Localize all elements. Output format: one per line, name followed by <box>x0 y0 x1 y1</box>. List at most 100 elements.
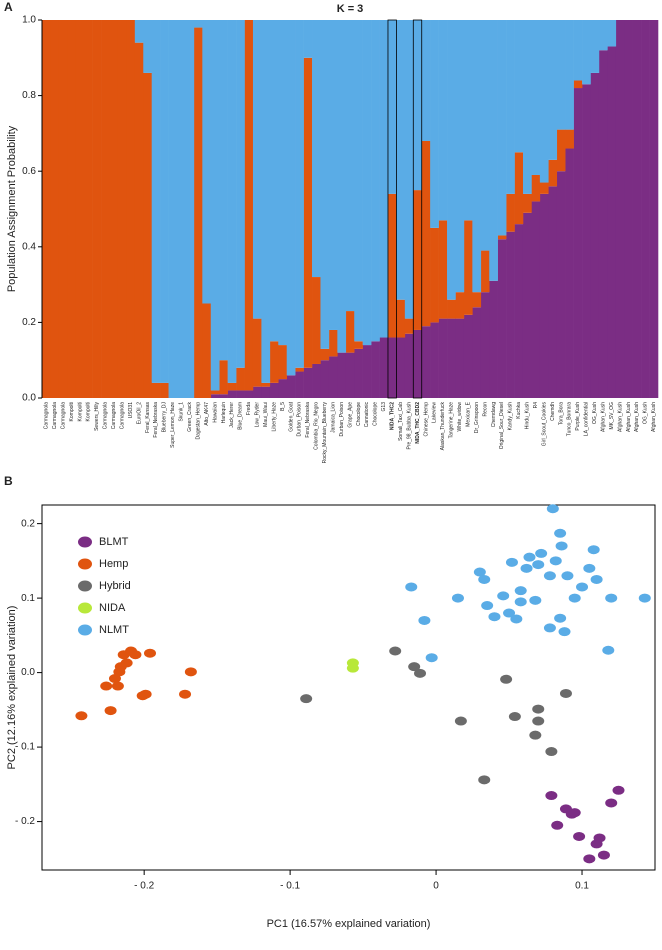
x-tick-label: Afghan_Kush <box>634 402 640 432</box>
x-tick-label: Chocolope <box>356 402 362 426</box>
point <box>184 667 197 677</box>
bar-segment <box>193 20 203 28</box>
bar-segment <box>345 20 355 312</box>
bar-segment <box>177 20 186 398</box>
x-tick-label: - 0.1 <box>280 881 300 892</box>
x-tick-label: Blueberry_DJ <box>162 402 168 433</box>
bar-segment <box>269 382 279 398</box>
bar-segment <box>514 152 524 225</box>
point <box>554 528 567 538</box>
bar-segment <box>607 20 617 47</box>
x-tick-label: Golden_Goat <box>288 401 294 431</box>
bar-segment <box>261 20 271 383</box>
bar-segment <box>312 363 321 398</box>
bar-segment <box>430 20 439 228</box>
legend-label: BLMT <box>99 536 129 548</box>
x-tick-label: Harlequin <box>221 402 227 424</box>
point <box>514 586 527 596</box>
bar-segment <box>404 333 414 398</box>
bar-segment <box>210 394 220 398</box>
point <box>573 831 586 841</box>
bar-segment <box>539 20 549 183</box>
panel-label: B <box>4 474 13 488</box>
point <box>129 650 142 660</box>
bar-segment <box>565 20 574 130</box>
bar-segment <box>413 190 423 330</box>
point <box>638 593 651 603</box>
bar-segment <box>387 337 397 398</box>
bar-segment <box>522 212 532 398</box>
y-axis-title: PC2 (12.16% explained variation) <box>6 606 18 770</box>
bar-segment <box>396 337 406 398</box>
legend-swatch <box>78 602 92 614</box>
point <box>568 593 581 603</box>
x-tick-label: Feral_Kansas <box>145 402 151 433</box>
x-tick-label: Low_Ryder <box>255 402 261 428</box>
bar-segment <box>607 46 617 399</box>
x-tick-label: Hawaiian <box>212 402 218 423</box>
x-tick-label: Alto_AK47 <box>204 402 210 426</box>
point <box>418 615 431 625</box>
x-tick-label: EuroOil_2 <box>136 402 142 424</box>
x-tick-label: MK_SV_OG <box>609 402 615 430</box>
x-tick-label: Feral_Nebraska <box>305 402 311 438</box>
bar-segment <box>328 356 338 398</box>
point <box>605 593 618 603</box>
x-tick-label: Original_Sour_Diesel <box>499 402 505 449</box>
bar-segment <box>168 20 178 398</box>
legend-label: Hybrid <box>99 580 131 592</box>
bar-segment <box>497 235 507 240</box>
bar-segment <box>143 72 152 399</box>
bar-segment <box>328 329 338 357</box>
bar-segment <box>582 84 591 398</box>
x-tick-label: 0.1 <box>575 881 589 892</box>
point <box>473 567 486 577</box>
x-tick-label: Purple_Kush <box>575 402 581 431</box>
point <box>510 614 523 624</box>
bar-segment <box>531 20 541 175</box>
x-tick-label: Dr_Grinspoon <box>474 402 480 433</box>
bar-segment <box>219 20 228 361</box>
x-tick-label: Dagestan_Hemp <box>195 402 201 440</box>
point <box>139 689 152 699</box>
bar-segment <box>160 20 169 383</box>
point <box>535 548 548 558</box>
bar-segment <box>278 379 288 398</box>
highlight-box <box>387 19 397 399</box>
bar-segment <box>565 129 574 149</box>
bar-segment <box>506 20 515 194</box>
bar-segment <box>160 382 169 398</box>
bar-segment <box>472 292 482 308</box>
y-tick-label: 1.0 <box>22 15 36 26</box>
point <box>583 563 596 573</box>
x-tick-label: Tunco_Bonrara <box>567 402 573 436</box>
x-tick-label: B_5 <box>280 402 286 411</box>
y-tick-label: 0.8 <box>22 90 36 101</box>
bar-segment <box>185 20 195 398</box>
x-tick-label: Liberty_Haze <box>271 402 277 432</box>
bar-segment <box>362 20 372 346</box>
point <box>559 688 572 698</box>
bar-segment <box>312 277 321 364</box>
bar-segment <box>590 72 600 399</box>
bar-segment <box>337 20 347 353</box>
point <box>532 716 545 726</box>
bar-segment <box>421 20 431 141</box>
x-tick-label: Recon <box>482 402 488 417</box>
point <box>508 712 521 722</box>
bar-segment <box>396 299 406 338</box>
bar-segment <box>455 318 465 398</box>
bar-segment <box>202 20 212 304</box>
x-tick-label: Green_Crack <box>187 402 193 432</box>
x-tick-label: Durban_Poison <box>297 402 303 437</box>
bar-segment <box>430 227 439 323</box>
x-tick-label: Rocky_Mountain_Blueberry <box>322 402 328 464</box>
bar-segment <box>210 390 220 395</box>
legend-swatch <box>78 558 92 570</box>
bar-segment <box>320 348 330 361</box>
point <box>100 681 113 691</box>
x-tick-label: Jack_Herer <box>229 402 235 428</box>
point <box>414 668 427 678</box>
x-tick-label: R4 <box>533 402 539 409</box>
bar-segment <box>371 20 380 342</box>
